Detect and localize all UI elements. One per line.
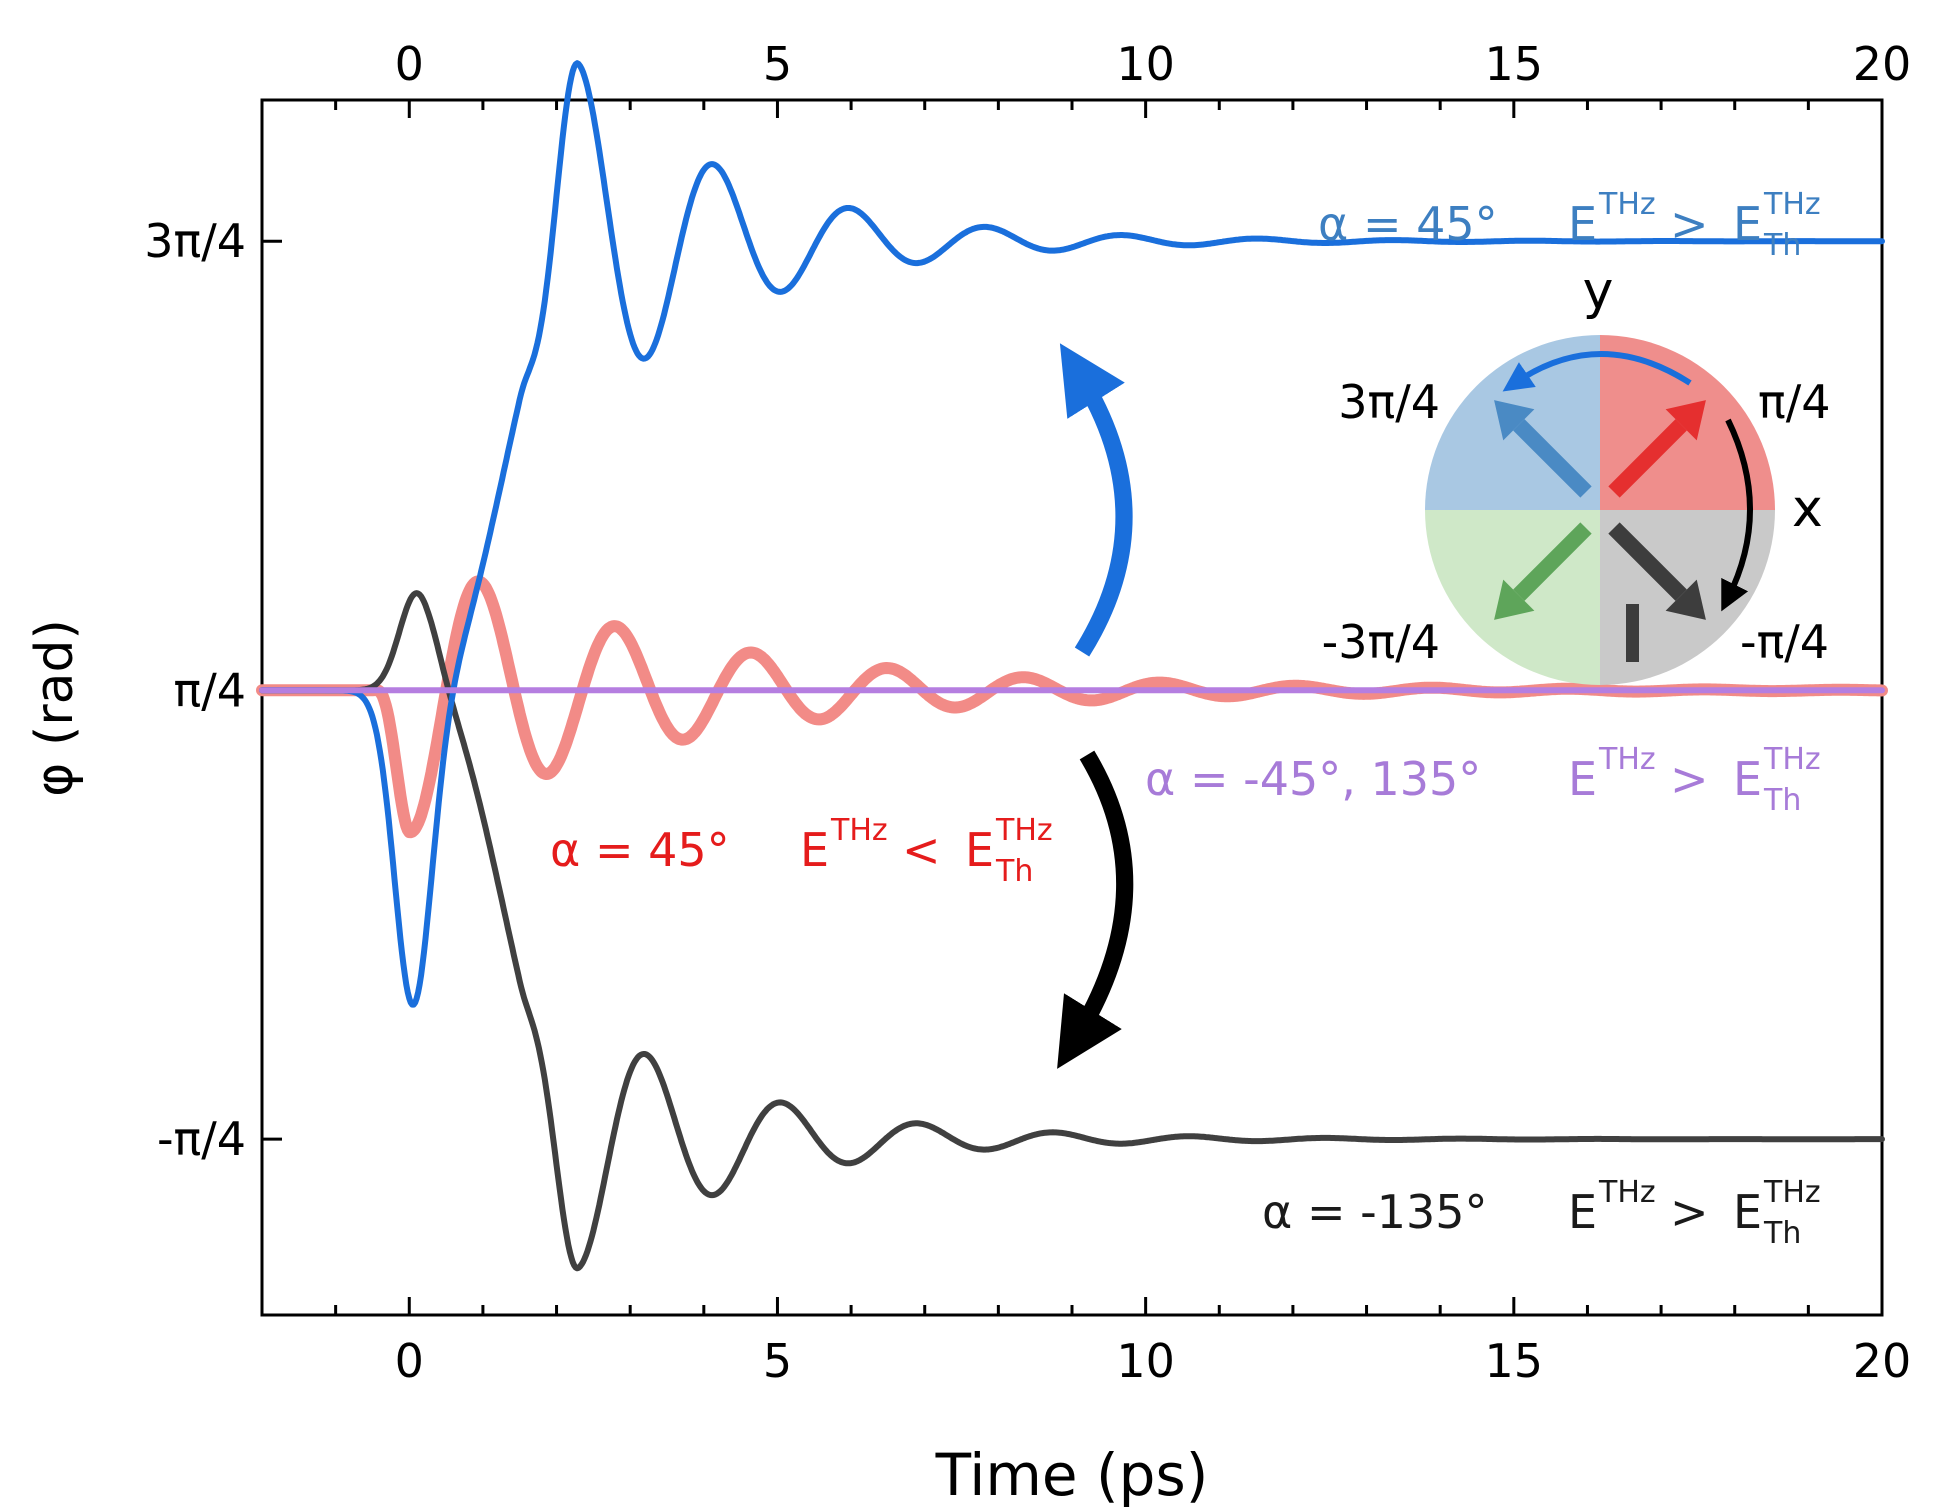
annotation-purple-e: E — [1568, 752, 1597, 806]
annotation-purple-prefix: α = -45°, 135° — [1145, 752, 1481, 806]
blue-curved-arrow — [1059, 343, 1133, 657]
annotation-blue-sup: THz — [1598, 187, 1656, 222]
annotation-blue-rel: > — [1670, 197, 1709, 251]
annotation-red-sub2: Th — [995, 854, 1033, 889]
annotation-purple-e2: E — [1733, 752, 1762, 806]
x-tick-label-top: 10 — [1116, 37, 1175, 91]
annotation-red: α = 45° E THz < E THz Th — [550, 813, 1053, 889]
inset-black-curved-arrow — [1721, 418, 1753, 612]
inset-blue-curved-arrow — [1502, 351, 1692, 392]
annotation-black-prefix: α = -135° — [1262, 1185, 1488, 1239]
annotation-blue-sup2: THz — [1763, 187, 1821, 222]
annotation-black-e: E — [1568, 1185, 1597, 1239]
x-tick-label-bottom: 0 — [395, 1334, 424, 1388]
annotation-red-e: E — [800, 823, 829, 877]
annotation-red-prefix: α = 45° — [550, 823, 730, 877]
x-tick-label-bottom: 15 — [1485, 1334, 1544, 1388]
inset-label-3pi4: 3π/4 — [1338, 375, 1440, 429]
annotation-black: α = -135° E THz > E THz Th — [1262, 1175, 1821, 1251]
y-tick-label: 3π/4 — [144, 214, 246, 268]
x-tick-label-top: 20 — [1853, 37, 1912, 91]
series-blue-line — [259, 60, 1885, 1008]
annotation-black-rel: > — [1670, 1185, 1709, 1239]
annotation-red-sup: THz — [830, 813, 888, 848]
inset-label-pi4: π/4 — [1758, 375, 1830, 429]
inset-axis-y: y — [1583, 261, 1614, 321]
annotation-black-sup2: THz — [1763, 1175, 1821, 1210]
x-tick-label-top: 0 — [395, 37, 424, 91]
annotation-red-e2: E — [965, 823, 994, 877]
inset-arrow-bottom-left — [1494, 522, 1592, 620]
x-tick-label-top: 5 — [763, 37, 792, 91]
x-tick-label-bottom: 20 — [1853, 1334, 1912, 1388]
annotation-blue-e2: E — [1733, 197, 1762, 251]
annotation-black-sup: THz — [1598, 1175, 1656, 1210]
inset-bar-mark — [1626, 604, 1639, 662]
black-curved-arrow — [1057, 750, 1134, 1069]
annotation-purple-rel: > — [1670, 752, 1709, 806]
axis-ticks: 0 0 5 5 10 10 15 15 20 20 3π/4 π/4 -π/4 — [144, 37, 1911, 1388]
inset-arrow-bottom-right — [1608, 522, 1706, 620]
annotation-blue-sub2: Th — [1763, 228, 1801, 263]
x-tick-label-bottom: 10 — [1116, 1334, 1175, 1388]
annotation-purple-sub2: Th — [1763, 783, 1801, 818]
x-axis-label: Time (ps) — [935, 1441, 1209, 1509]
annotation-red-rel: < — [902, 823, 941, 877]
annotation-purple-sup2: THz — [1763, 742, 1821, 777]
x-tick-label-top: 15 — [1485, 37, 1544, 91]
inset-axis-x: x — [1792, 479, 1823, 539]
y-tick-label: π/4 — [174, 663, 246, 717]
inset-label-negpi4: -π/4 — [1740, 615, 1829, 669]
inset-diagram: y x 3π/4 π/4 -3π/4 -π/4 — [1322, 261, 1830, 685]
annotation-blue: α = 45° E THz > E THz Th — [1318, 187, 1821, 263]
annotation-purple-sup: THz — [1598, 742, 1656, 777]
inset-label-neg3pi4: -3π/4 — [1322, 615, 1440, 669]
y-axis-label: φ (rad) — [25, 619, 85, 797]
x-tick-label-bottom: 5 — [763, 1334, 792, 1388]
series-black-line — [259, 590, 1885, 1272]
annotation-blue-prefix: α = 45° — [1318, 197, 1498, 251]
annotation-purple: α = -45°, 135° E THz > E THz Th — [1145, 742, 1821, 818]
inset-arrow-top-left — [1494, 400, 1592, 498]
annotation-black-sub2: Th — [1763, 1216, 1801, 1251]
annotation-black-e2: E — [1733, 1185, 1762, 1239]
annotation-red-sup2: THz — [995, 813, 1053, 848]
series-group — [256, 60, 1888, 1272]
y-tick-label: -π/4 — [157, 1112, 246, 1166]
inset-arrow-top-right — [1608, 400, 1706, 498]
annotation-blue-e: E — [1568, 197, 1597, 251]
